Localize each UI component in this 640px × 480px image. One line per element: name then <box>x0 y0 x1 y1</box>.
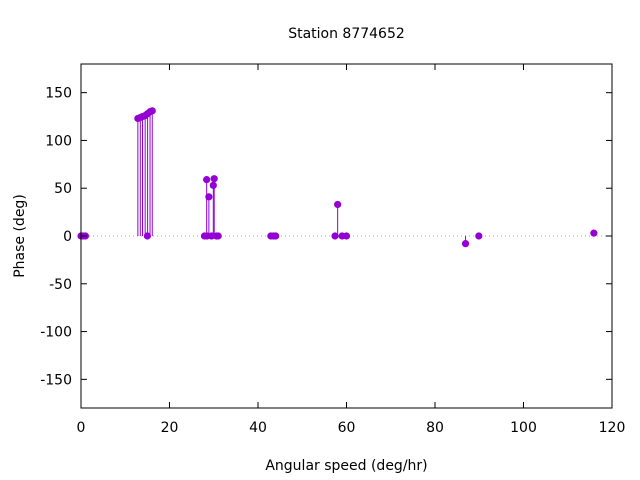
y-tick-label: 0 <box>63 229 72 245</box>
data-point <box>590 229 598 237</box>
data-point <box>148 107 156 115</box>
x-tick-label: 80 <box>426 420 444 436</box>
ticks-layer: 0 20 40 60 80 100 120 -150 -100 -50 0 50 100 150 <box>40 64 625 436</box>
y-tick-label: 50 <box>54 181 72 197</box>
y-axis-label: Phase (deg) <box>12 194 28 278</box>
x-tick-label: 20 <box>161 420 179 436</box>
chart-title: Station 8774652 <box>288 26 405 42</box>
data-point <box>342 232 351 240</box>
data-point <box>203 176 211 184</box>
data-point <box>214 232 222 240</box>
y-tick-label: -50 <box>49 277 72 293</box>
x-tick-label: 0 <box>77 420 86 436</box>
x-tick-label: 120 <box>599 420 626 436</box>
data-point <box>334 200 342 209</box>
y-tick-label: 100 <box>45 133 72 149</box>
data-point <box>331 232 339 240</box>
x-axis-label: Angular speed (deg/hr) <box>265 458 427 474</box>
data-point <box>143 232 151 240</box>
data-point <box>475 232 483 240</box>
plot-frame <box>80 63 613 409</box>
y-tick-label: -100 <box>40 325 72 341</box>
data-point <box>210 175 218 183</box>
stems-layer <box>137 110 595 244</box>
data-point <box>272 232 280 240</box>
data-point <box>209 181 217 189</box>
data-point <box>205 193 213 201</box>
x-tick-label: 60 <box>338 420 356 436</box>
data-point <box>461 240 470 248</box>
y-tick-label: 150 <box>45 86 72 102</box>
x-tick-label: 40 <box>249 420 267 436</box>
y-tick-label: -150 <box>40 372 72 388</box>
x-tick-label: 100 <box>510 420 537 436</box>
